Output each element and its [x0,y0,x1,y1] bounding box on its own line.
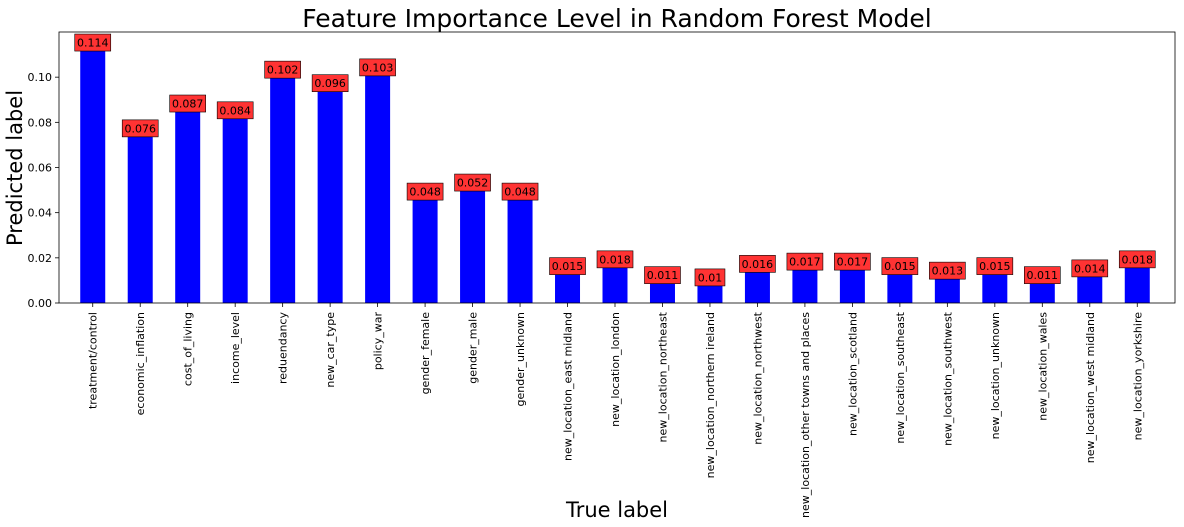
data-label-box [739,255,776,273]
data-label: 0.084 [219,104,251,117]
x-tick-label: new_location_wales [1036,312,1049,421]
data-label: 0.103 [362,61,394,74]
x-tick-label: reduendancy [277,312,290,384]
data-label-box [1118,250,1156,269]
x-tick-label: new_location_northern ireland [704,312,717,478]
bar [507,194,533,303]
data-label-box [311,74,349,92]
data-label-box [169,94,206,113]
data-label: 0.01 [698,271,723,284]
data-label-box [694,268,726,287]
data-label-box [786,252,824,271]
bar [602,262,628,303]
bar [317,86,343,303]
bar [270,72,296,304]
data-label: 0.018 [1122,253,1154,266]
x-tick-label: new_location_northeast [656,311,669,442]
data-label: 0.013 [932,265,964,278]
bar [127,131,153,303]
bar [175,106,201,304]
data-label: 0.016 [742,258,774,271]
data-label-box [454,173,491,192]
y-tick-label: 0.10 [28,71,53,84]
data-label-box [359,58,396,77]
data-label: 0.011 [1027,269,1059,282]
x-tick-label: gender_unknown [514,312,527,407]
data-label-box [406,182,444,201]
data-label-box [216,101,254,120]
data-label-box [74,33,112,52]
bar [412,194,438,303]
bar [365,70,391,304]
x-tick-label: economic_inflation [134,312,147,415]
data-label-box [834,252,871,271]
y-tick-label: 0.06 [28,162,53,175]
data-label: 0.017 [789,256,821,269]
y-tick-label: 0.08 [28,116,53,129]
bar [744,266,770,303]
data-label: 0.052 [457,177,489,190]
data-label: 0.114 [77,37,109,50]
bar [1124,262,1150,303]
x-tick-label: new_car_type [324,312,337,388]
data-label: 0.015 [979,260,1011,273]
x-tick-label: gender_female [419,312,432,395]
data-label: 0.102 [267,64,299,77]
x-tick-label: new_location_unknown [989,312,1002,439]
data-label-box [549,257,586,275]
data-label: 0.015 [552,260,584,273]
chart-title: Feature Importance Level in Random Fores… [302,4,931,33]
x-tick-label: new_location_east midland [562,312,575,461]
x-tick-label: new_location_other towns and places [799,312,812,518]
data-label: 0.048 [409,186,441,199]
data-label-box [501,182,539,201]
data-label-box [1024,266,1061,284]
data-label-box [1071,259,1109,278]
x-axis-label: True label [565,498,668,522]
bars-layer [80,45,1150,304]
x-tick-label: new_location_west midland [1084,312,1097,463]
bar [80,45,106,304]
data-label-box [596,250,634,269]
y-tick-label: 0.02 [28,252,53,265]
x-tick-label: gender_male [467,312,480,384]
data-label: 0.048 [504,186,536,199]
bar [222,113,248,303]
data-label-box [264,60,301,79]
x-tick-label: income_level [229,312,242,384]
bar [839,264,865,303]
data-label: 0.096 [314,77,346,90]
data-label-box [976,257,1014,275]
x-tick-label: treatment/control [87,312,100,409]
data-label-box [121,119,159,138]
x-axis-ticks: treatment/control economic_inflation cost_… [87,303,1144,518]
data-label: 0.017 [837,256,869,269]
data-label: 0.015 [884,260,916,273]
data-label-box [644,266,681,284]
x-tick-label: policy_war [372,312,385,371]
data-labels-layer: 0.114 0.076 0.087 0.084 0.102 0.096 0.103 0.048… [74,33,1156,287]
data-label: 0.011 [647,269,679,282]
x-tick-label: new_location_yorkshire [1131,312,1144,441]
x-tick-label: new_location_southwest [941,311,954,446]
data-label: 0.087 [172,98,204,111]
bar [792,264,818,303]
y-axis-label: Predicted label [3,90,27,246]
x-tick-label: new_location_scotland [846,312,859,436]
x-tick-label: cost_of_living [182,312,195,386]
y-tick-label: 0.04 [28,207,53,220]
data-label-box [881,257,919,275]
y-tick-label: 0.00 [28,297,53,310]
data-label: 0.014 [1074,262,1106,275]
x-tick-label: new_location_northwest [751,311,764,444]
x-tick-label: new_location_london [609,312,622,427]
bar [460,185,486,303]
data-label: 0.076 [124,122,156,135]
data-label-box [929,261,966,280]
x-tick-label: new_location_southeast [894,311,907,443]
data-label: 0.018 [599,253,631,266]
y-axis-ticks: 0.00 0.02 0.04 0.06 0.08 0.10 [28,71,59,310]
